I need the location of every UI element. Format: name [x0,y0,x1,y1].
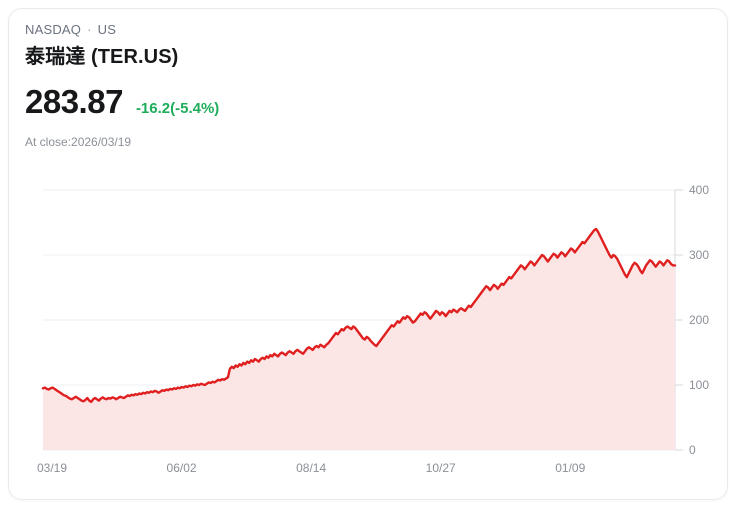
current-price: 283.87 [25,83,123,120]
price-row: 283.87 -16.2(-5.4%) [25,83,711,121]
stock-quote-card: NASDAQ · US 泰瑞達 (TER.US) 283.87 -16.2(-5… [8,8,728,500]
price-change: -16.2(-5.4%) [135,100,220,117]
x-axis-label: 10/27 [426,461,456,475]
region-label: US [97,22,117,37]
x-axis-label: 01/09 [555,461,585,475]
page-title: 泰瑞達 (TER.US) [25,46,179,68]
y-axis-label: 400 [689,183,709,197]
x-axis-label: 06/02 [167,461,197,475]
y-axis-label: 100 [689,378,709,392]
x-axis-label: 03/19 [37,461,67,475]
x-axis-label: 08/14 [296,461,326,475]
price-chart-svg[interactable]: 0 100 200 300 400 03/19 06/02 08/14 10/27 01/09 [9,169,728,489]
y-axis-label: 300 [689,248,709,262]
exchange-name: NASDAQ [25,22,82,37]
price-line [41,227,677,404]
separator-dot: · [87,22,92,37]
quote-header: NASDAQ · US 泰瑞達 (TER.US) 283.87 -16.2(-5… [25,21,711,150]
exchange-row: NASDAQ · US [25,21,711,39]
price-area-fill [43,229,675,450]
y-axis-label: 0 [689,443,696,457]
market-status: At close:2026/03/19 [25,135,132,149]
price-chart[interactable]: 0 100 200 300 400 03/19 06/02 08/14 10/27 01/09 [9,169,728,489]
y-axis-label: 200 [689,313,709,327]
